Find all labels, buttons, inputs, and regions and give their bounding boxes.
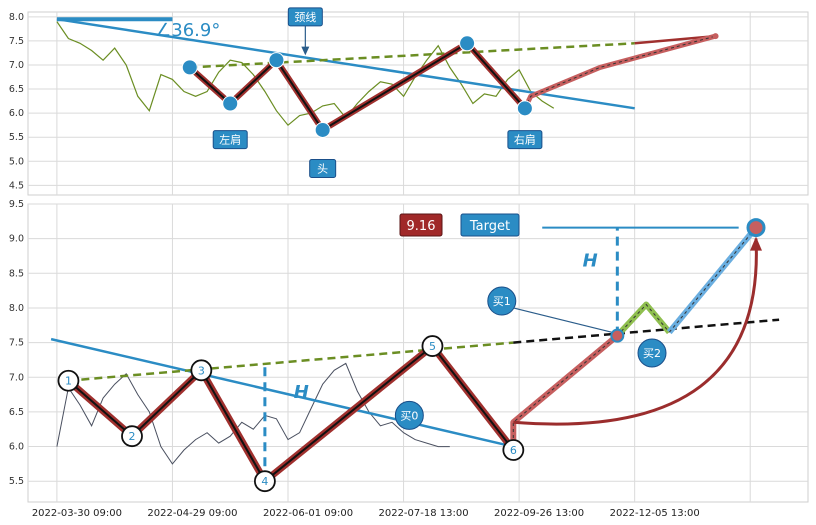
top-annotation-4: 颈线 [294, 10, 316, 24]
top-pattern-marker [516, 100, 533, 117]
bottom-breakout-line [513, 318, 780, 344]
breakout-point [610, 328, 625, 343]
buy-label-2: 买2 [643, 347, 661, 360]
top-annotation-1: 左肩 [219, 133, 241, 147]
h-label-2: H [583, 250, 598, 271]
projection-seg-2-dash [616, 303, 670, 337]
pattern-point-label: 2 [129, 430, 136, 443]
buy-label-0: 买0 [400, 409, 418, 422]
neck-arrow-head [301, 46, 310, 56]
xtick-label: 2022-06-01 09:00 [263, 508, 353, 519]
target-curve-head [750, 236, 762, 251]
top-ytick-label: 8.0 [9, 12, 24, 23]
bottom-trendline [50, 337, 514, 448]
top-annotation-2: 头 [317, 163, 328, 176]
top-neckline [189, 42, 635, 69]
top-projection-end [712, 33, 719, 40]
top-annotation-2-box [309, 159, 337, 179]
xtick-label: 2022-12-05 13:00 [610, 508, 700, 519]
pattern-point-marker [421, 335, 444, 357]
buy-marker [487, 286, 517, 316]
bottom-plot-area [27, 203, 809, 503]
top-ytick-label: 7.5 [9, 36, 24, 47]
bottom-ytick-label: 5.5 [9, 476, 24, 487]
top-ytick-label: 6.0 [9, 108, 24, 119]
target-value-box [399, 213, 443, 237]
buy-marker [637, 338, 667, 368]
bottom-ytick-label: 6.5 [9, 407, 24, 418]
bottom-ytick-label: 7.5 [9, 338, 24, 349]
top-pattern-marker [222, 95, 239, 112]
top-pattern-marker [314, 121, 331, 138]
top-ytick-label: 6.5 [9, 84, 24, 95]
pattern-point-marker [57, 369, 80, 392]
buy-label-1: 买1 [493, 295, 511, 308]
top-ytick-label: 5.5 [9, 132, 24, 143]
xtick-label: 2022-03-30 09:00 [32, 508, 122, 519]
bottom-ytick-label: 9.0 [9, 234, 24, 245]
projection-seg-3-dash [668, 227, 757, 333]
top-ytick-label: 5.0 [9, 156, 24, 167]
bottom-ytick-label: 8.0 [9, 303, 24, 314]
bottom-pattern-line [67, 345, 515, 483]
top-pattern-marker [459, 35, 476, 52]
target-text-box [460, 213, 520, 237]
pattern-point-marker [121, 425, 143, 448]
xtick-label: 2022-07-18 13:00 [378, 508, 468, 519]
top-annotation-3: 右肩 [514, 133, 536, 147]
pattern-point-marker [253, 470, 276, 493]
pattern-point-label: 5 [429, 340, 436, 353]
pattern-point-label: 6 [510, 444, 517, 457]
pattern-point-marker [190, 359, 213, 382]
top-plot-area [27, 11, 809, 196]
pattern-point-marker [502, 439, 525, 461]
bottom-ytick-label: 6.0 [9, 442, 24, 453]
pattern-point-label: 4 [261, 475, 268, 488]
bottom-ytick-label: 9.5 [9, 199, 24, 210]
buy1-arrow [513, 307, 612, 333]
top-ytick-label: 7.0 [9, 60, 24, 71]
bottom-ytick-label: 7.0 [9, 372, 24, 383]
top-price-line [56, 21, 555, 127]
target-value-label: 9.16 [407, 219, 436, 234]
pattern-point-label: 3 [198, 364, 205, 377]
h-label-1: H [294, 382, 309, 403]
top-ytick-label: 4.5 [9, 180, 24, 191]
target-curve [513, 238, 758, 426]
top-pattern-marker [268, 52, 285, 69]
top-pattern-line [189, 42, 526, 131]
top-pattern-marker [181, 59, 198, 76]
buy-marker [394, 400, 424, 430]
top-annotation-1-box [212, 130, 248, 150]
xtick-label: 2022-09-26 13:00 [494, 508, 584, 519]
target-text-label: Target [469, 219, 510, 234]
bottom-ytick-label: 8.5 [9, 268, 24, 279]
top-annotation-3-box [507, 130, 543, 150]
xtick-label: 2022-04-29 09:00 [147, 508, 237, 519]
target-point [746, 218, 766, 238]
bottom-neckline [68, 341, 514, 382]
pattern-point-label: 1 [65, 375, 72, 388]
